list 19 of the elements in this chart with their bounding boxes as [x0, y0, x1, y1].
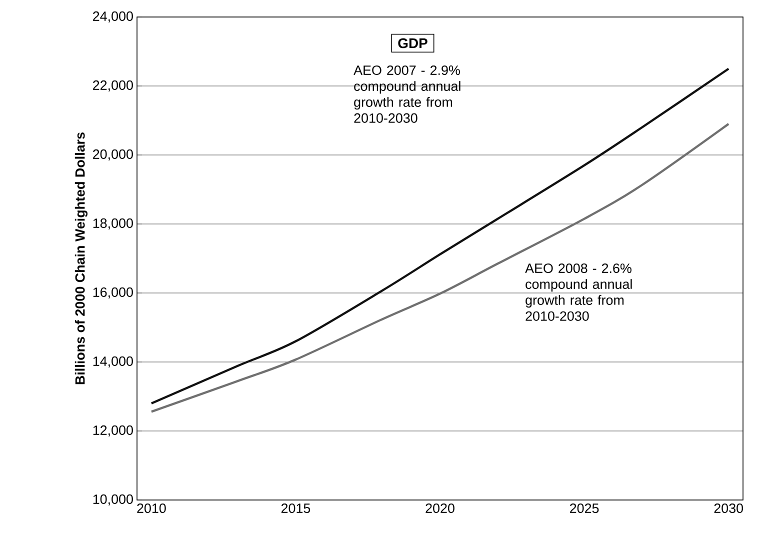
- line-series: [150, 122, 730, 413]
- y-tick-label: 10,000: [93, 494, 133, 506]
- text: GDP: [398, 38, 428, 48]
- annotation: AEO 2008 - 2.6% compound annual growth rate from 2010-2030: [525, 264, 632, 321]
- y-tick-label: 14,000: [93, 356, 133, 368]
- y-tick-label: 22,000: [93, 80, 133, 92]
- y-tick-label: 18,000: [93, 218, 133, 230]
- x-tick-label: 2030: [714, 504, 744, 514]
- y-tick-label: 12,000: [93, 425, 133, 437]
- annotation: AEO 2007 - 2.9% compound annual growth rate from 2010-2030: [354, 65, 460, 123]
- y-tick-label: 20,000: [93, 149, 133, 161]
- x-tick-label: 2025: [570, 504, 599, 514]
- y-axis-title: Billions of 2000 Chain Weighted Dollars: [74, 132, 88, 384]
- y-tick-label: 16,000: [93, 287, 133, 299]
- x-tick-label: 2020: [426, 504, 454, 514]
- line-series: [150, 68, 730, 404]
- y-tick-label: 24,000: [93, 11, 133, 23]
- x-tick-label: 2010: [137, 504, 166, 514]
- x-tick-label: 2015: [281, 504, 310, 514]
